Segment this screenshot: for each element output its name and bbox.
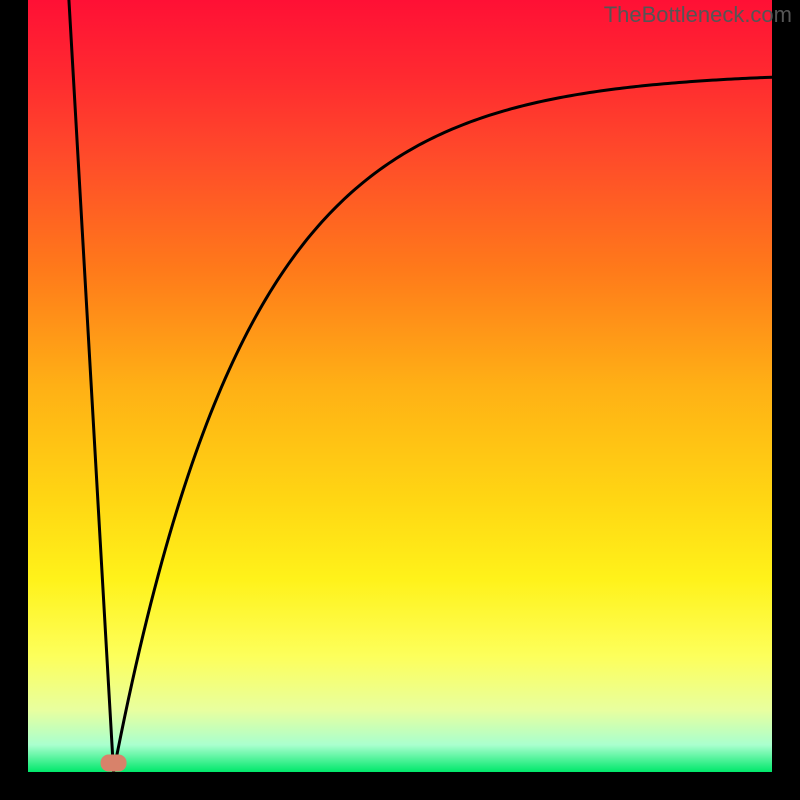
chart-container: TheBottleneck.com xyxy=(0,0,800,800)
attribution-label: TheBottleneck.com xyxy=(604,2,792,28)
valley-marker xyxy=(101,755,127,772)
bottleneck-chart xyxy=(0,0,800,800)
